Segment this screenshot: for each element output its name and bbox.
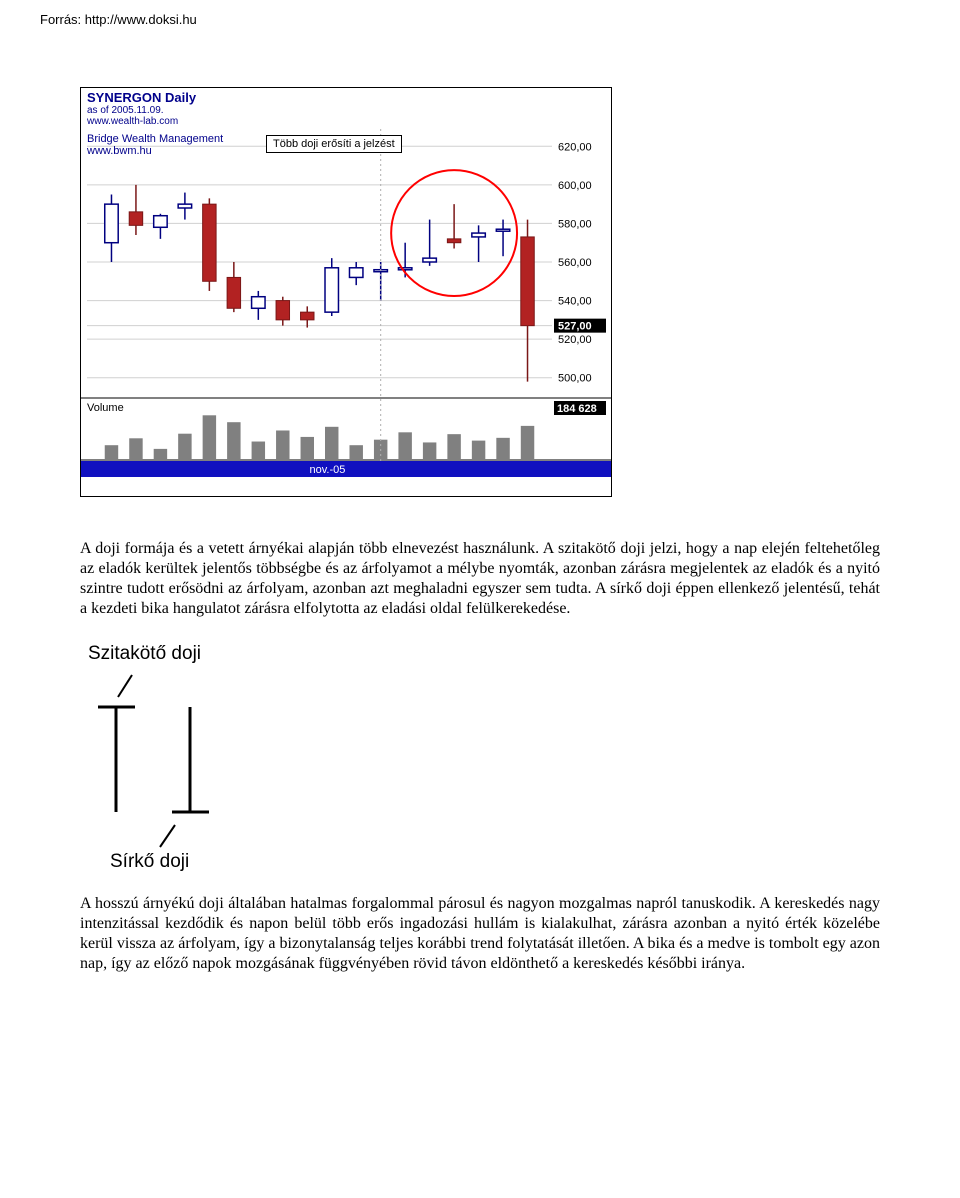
chart-subtitle-1: as of 2005.11.09. [81, 105, 611, 116]
chart-callout: Több doji erősíti a jelzést [266, 135, 402, 153]
price-chart-svg: 620,00 600,00 580,00 560,00 540,00 527,00520,… [81, 127, 611, 491]
source-line: Forrás: http://www.doksi.hu [40, 12, 920, 27]
stock-chart-panel: SYNERGON Daily as of 2005.11.09. www.wea… [80, 87, 612, 497]
paragraph-2: A hosszú árnyékú doji általában hatalmas… [80, 894, 880, 974]
doji-label-top: Szitakötő doji [88, 643, 201, 664]
svg-text:560,00: 560,00 [558, 257, 592, 269]
chart-mgmt-1: Bridge Wealth Management [87, 133, 223, 145]
svg-text:527,00: 527,00 [558, 321, 592, 333]
svg-text:Volume: Volume [87, 402, 124, 414]
svg-text:540,00: 540,00 [558, 296, 592, 308]
svg-text:600,00: 600,00 [558, 180, 592, 192]
doji-pointer-top [118, 675, 132, 697]
svg-text:580,00: 580,00 [558, 218, 592, 230]
chart-mgmt-2: www.bwm.hu [87, 145, 223, 157]
doji-diagram: Szitakötő doji Sírkő doji [80, 637, 880, 882]
svg-text:nov.-05: nov.-05 [310, 464, 346, 476]
chart-subtitle-2: www.wealth-lab.com [81, 116, 611, 127]
svg-text:500,00: 500,00 [558, 373, 592, 385]
svg-text:620,00: 620,00 [558, 141, 592, 153]
svg-text:520,00: 520,00 [558, 334, 592, 346]
doji-label-bottom: Sírkő doji [110, 851, 189, 872]
paragraph-1: A doji formája és a vetett árnyékai alap… [80, 539, 880, 619]
svg-text:184 628: 184 628 [557, 403, 597, 415]
chart-title: SYNERGON Daily [81, 88, 611, 105]
doji-diagram-svg: Szitakötő doji Sírkő doji [80, 637, 310, 877]
doji-pointer-bottom [160, 825, 175, 847]
chart-canvas-wrap: Bridge Wealth Management www.bwm.hu Több… [81, 127, 611, 496]
